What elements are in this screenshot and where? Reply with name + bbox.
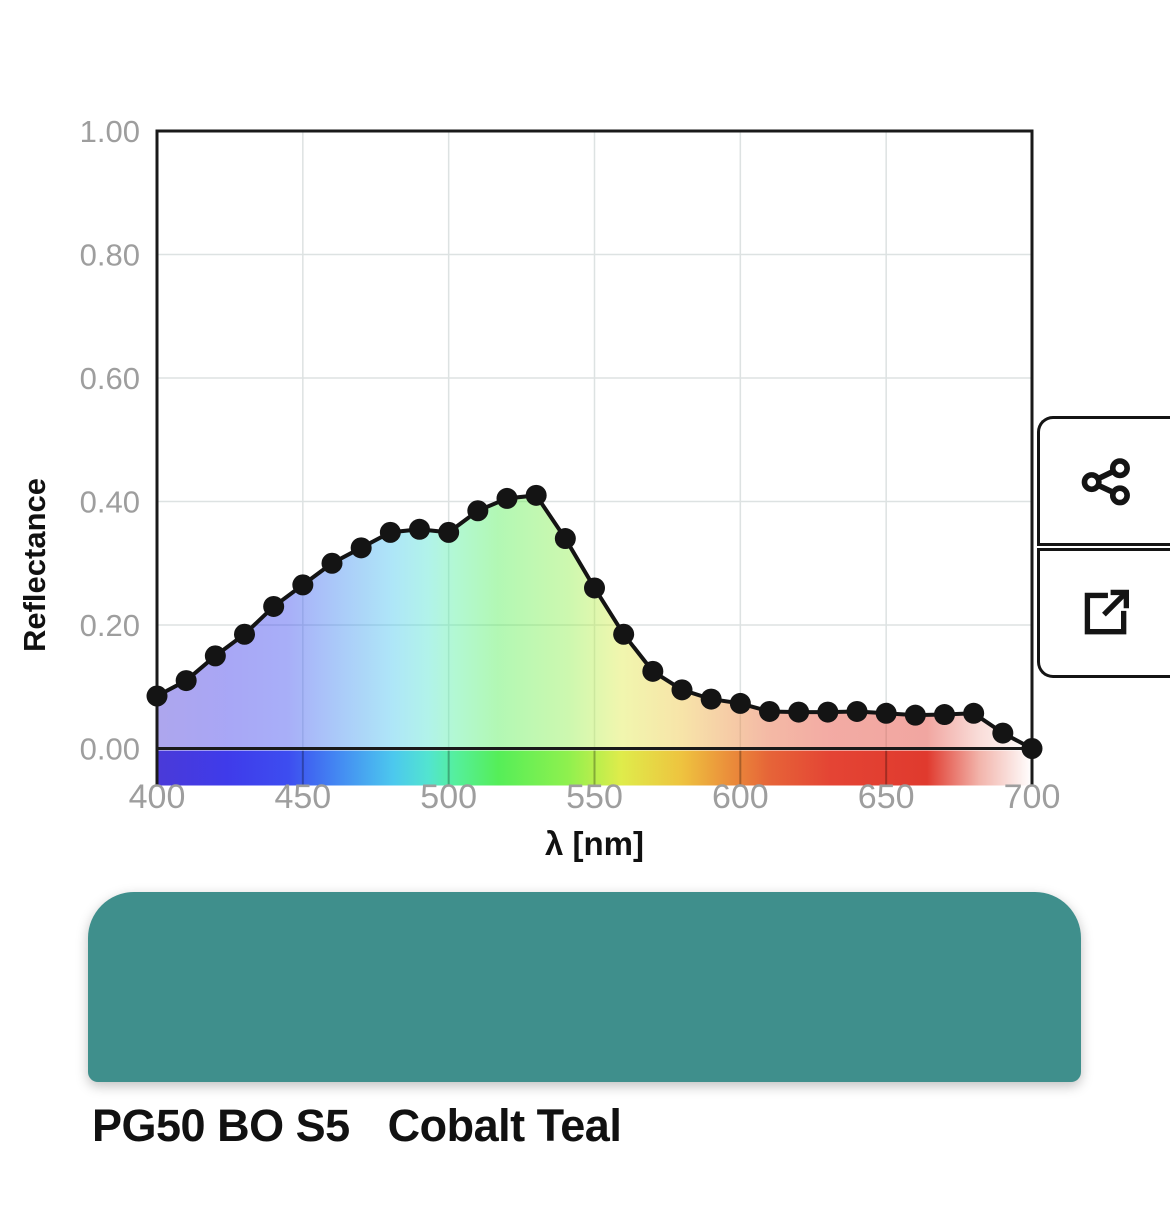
svg-text:700: 700	[1004, 778, 1061, 816]
data-points	[146, 484, 1043, 759]
action-buttons	[1037, 416, 1170, 678]
spectrum-area-fill	[157, 495, 1032, 749]
pigment-code: PG50 BO S5	[92, 1100, 350, 1151]
data-point	[700, 688, 722, 710]
svg-text:0.80: 0.80	[80, 237, 140, 272]
data-point	[350, 537, 372, 559]
data-point	[292, 574, 314, 596]
data-point	[409, 518, 430, 540]
svg-text:0.20: 0.20	[80, 608, 140, 643]
data-point	[204, 645, 226, 667]
svg-text:0.60: 0.60	[80, 361, 140, 396]
data-point	[554, 528, 576, 550]
data-point	[759, 700, 780, 722]
color-swatch	[88, 892, 1081, 1082]
svg-text:0.40: 0.40	[80, 484, 140, 519]
svg-text:1.00: 1.00	[80, 114, 140, 149]
data-point	[817, 701, 839, 723]
data-point	[496, 487, 518, 509]
pigment-name: Cobalt Teal	[387, 1100, 622, 1151]
y-tick-labels: 0.00 0.20 0.40 0.60 0.80 1.00	[80, 114, 140, 766]
x-axis-label: λ [nm]	[545, 825, 644, 862]
share-icon	[1081, 458, 1130, 506]
svg-text:500: 500	[420, 778, 477, 816]
data-point	[438, 521, 460, 543]
y-axis-label: Reflectance	[17, 478, 52, 652]
data-point	[613, 623, 635, 645]
data-point	[146, 685, 168, 707]
svg-text:400: 400	[129, 778, 186, 816]
data-point	[525, 484, 547, 506]
share-button[interactable]	[1037, 416, 1170, 546]
gridlines	[157, 131, 1032, 749]
data-point	[904, 704, 926, 726]
data-point	[934, 704, 955, 726]
data-point	[963, 702, 985, 724]
data-point	[467, 500, 489, 522]
data-point	[379, 521, 401, 543]
data-point	[321, 552, 343, 574]
x-tick-labels: 400 450 500 550 600 650 700	[129, 778, 1061, 816]
data-point	[584, 577, 605, 599]
open-external-button[interactable]	[1037, 548, 1170, 678]
spectrum-strip-gridlines	[301, 750, 888, 786]
data-point	[846, 700, 868, 722]
svg-text:0.00: 0.00	[80, 731, 140, 766]
svg-text:550: 550	[566, 778, 623, 816]
data-point	[788, 701, 810, 723]
svg-text:450: 450	[274, 778, 331, 816]
spectrum-strip	[158, 750, 1031, 786]
data-point	[234, 623, 255, 645]
pigment-caption: PG50 BO S5 Cobalt Teal	[92, 1100, 622, 1152]
data-point	[992, 722, 1014, 744]
data-point	[671, 679, 693, 701]
data-point	[175, 670, 197, 692]
data-point	[642, 660, 664, 682]
external-link-icon	[1084, 589, 1129, 635]
svg-text:600: 600	[712, 778, 769, 816]
reflectance-chart: 0.00 0.20 0.40 0.60 0.80 1.00 400 450 500 550 600 6…	[17, 114, 1061, 862]
data-point	[1021, 738, 1043, 759]
data-point	[263, 595, 285, 617]
svg-text:650: 650	[858, 778, 915, 816]
plot-border	[155, 129, 1034, 750]
data-point	[875, 702, 897, 724]
data-point	[729, 692, 751, 714]
